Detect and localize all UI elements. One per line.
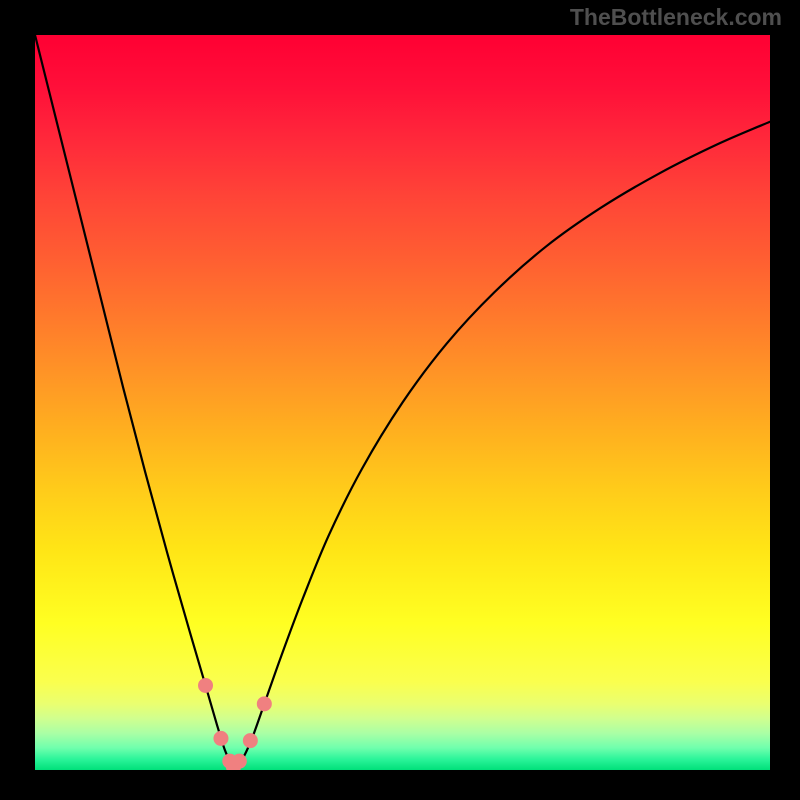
bottleneck-curve <box>35 35 770 767</box>
watermark-text: TheBottleneck.com <box>570 4 782 31</box>
curve-layer <box>35 35 770 770</box>
data-marker <box>232 754 246 768</box>
data-marker <box>199 678 213 692</box>
data-marker <box>257 697 271 711</box>
bottleneck-chart: TheBottleneck.com <box>0 0 800 800</box>
data-marker <box>243 734 257 748</box>
plot-area <box>35 35 770 770</box>
data-marker <box>214 731 228 745</box>
